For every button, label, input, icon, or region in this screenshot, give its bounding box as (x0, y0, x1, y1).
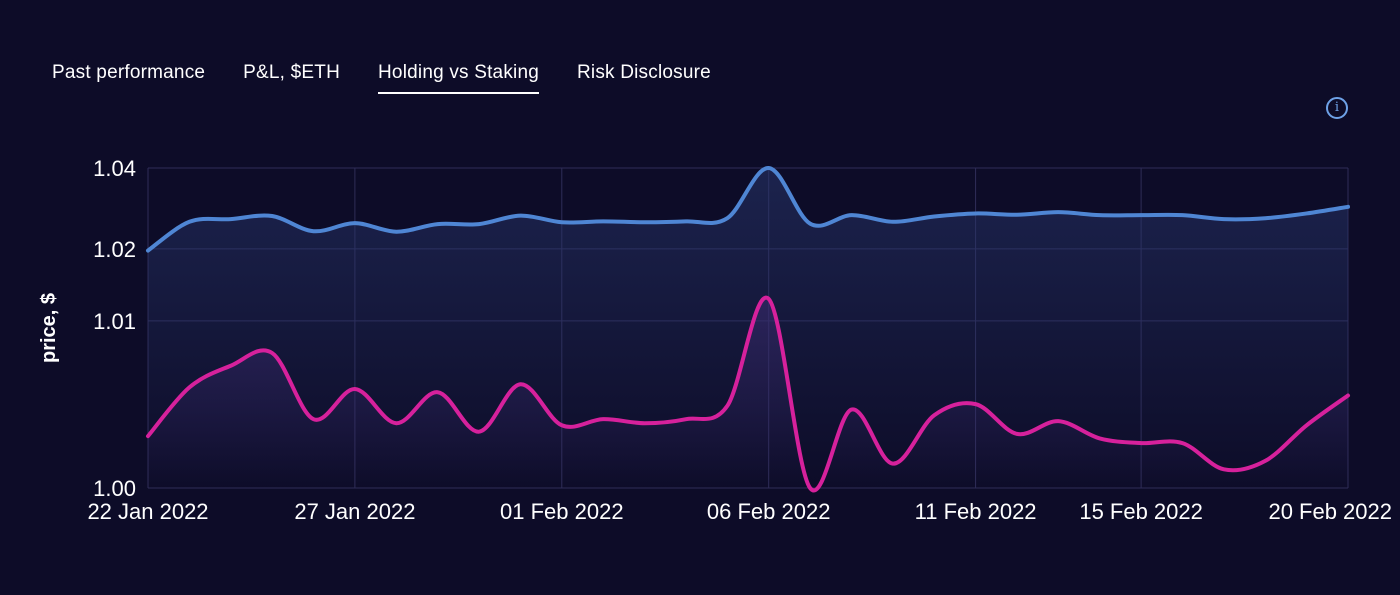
x-tick-label: 22 Jan 2022 (87, 499, 208, 524)
tab-bar: Past performance P&L, $ETH Holding vs St… (52, 62, 749, 94)
staking-area (148, 297, 1348, 491)
x-tick-label: 11 Feb 2022 (915, 499, 1037, 524)
staking-line[interactable] (146, 295, 1350, 493)
tab-holding-vs-staking[interactable]: Holding vs Staking (378, 62, 539, 94)
x-axis-ticks: 22 Jan 2022 27 Jan 2022 01 Feb 2022 06 Feb … (87, 499, 1392, 524)
x-tick-label: 20 Feb 2022 (1268, 499, 1392, 524)
tab-past-performance[interactable]: Past performance (52, 62, 206, 83)
holding-line[interactable] (146, 166, 1350, 253)
y-axis-ticks: 1.00 1.01 1.02 1.04 (93, 156, 136, 501)
y-axis-label: price, $ (38, 293, 60, 363)
y-tick-label: 1.00 (93, 476, 136, 501)
series-lines (146, 166, 1350, 493)
y-tick-label: 1.04 (93, 156, 136, 181)
x-tick-label: 27 Jan 2022 (294, 499, 415, 524)
tab-pnl-eth[interactable]: P&L, $ETH (243, 62, 341, 83)
x-tick-label: 15 Feb 2022 (1079, 499, 1203, 524)
x-tick-label: 06 Feb 2022 (707, 499, 831, 524)
series-areas (148, 167, 1348, 491)
y-tick-label: 1.02 (93, 237, 136, 262)
x-tick-label: 01 Feb 2022 (500, 499, 624, 524)
info-icon[interactable]: i (1326, 97, 1348, 119)
tab-risk-disclosure[interactable]: Risk Disclosure (576, 62, 711, 83)
y-tick-label: 1.01 (93, 309, 136, 334)
